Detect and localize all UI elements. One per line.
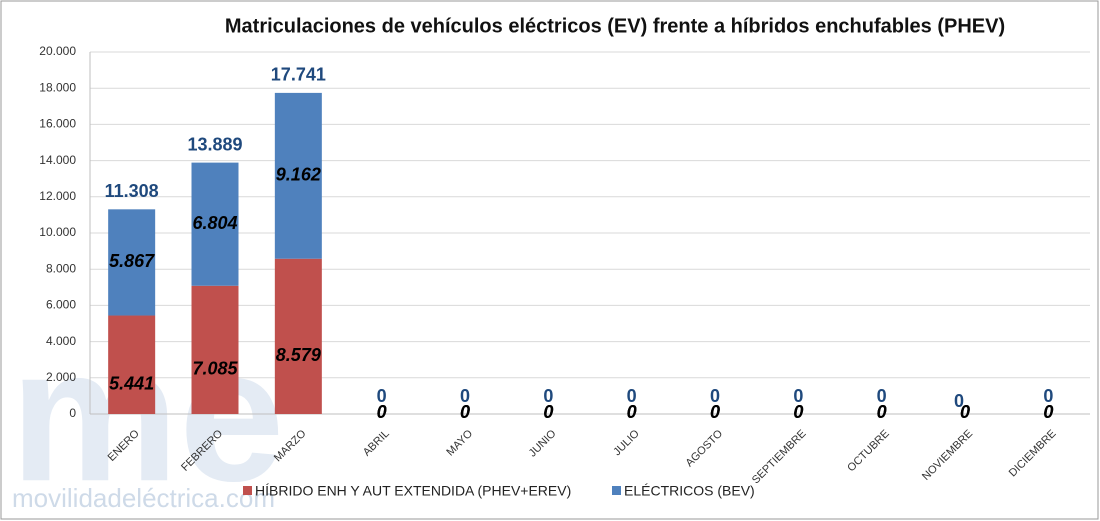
total-label: 0 <box>877 386 887 406</box>
data-label: 0 <box>793 402 803 422</box>
y-tick-label: 14.000 <box>39 153 76 167</box>
bar-segment <box>108 209 156 316</box>
data-label: 0 <box>627 402 637 422</box>
total-label: 0 <box>627 386 637 406</box>
data-label: 0 <box>960 402 970 422</box>
total-label: 0 <box>954 391 964 411</box>
data-label: 0 <box>960 402 970 422</box>
y-tick-label: 4.000 <box>46 334 76 348</box>
total-label: 0 <box>460 386 470 406</box>
bar-segment <box>108 315 156 414</box>
total-label: 0 <box>793 386 803 406</box>
bar-segment <box>274 258 322 414</box>
data-label: 0 <box>877 402 887 422</box>
data-label: 0 <box>460 402 470 422</box>
data-label: 5.867 <box>109 251 155 271</box>
data-label: 9.162 <box>276 165 321 185</box>
y-tick-label: 2.000 <box>46 370 76 384</box>
data-label: 6.804 <box>192 213 237 233</box>
total-label: 0 <box>1043 386 1053 406</box>
data-label: 0 <box>627 402 637 422</box>
data-label: 0 <box>710 402 720 422</box>
data-label: 0 <box>710 402 720 422</box>
bar-segment <box>274 92 322 259</box>
legend-label: HÍBRIDO ENH Y AUT EXTENDIDA (PHEV+EREV) <box>255 483 571 499</box>
bar-segment <box>191 162 239 286</box>
data-label: 0 <box>543 402 553 422</box>
total-label: 11.308 <box>105 181 159 201</box>
data-label: 0 <box>377 402 387 422</box>
y-tick-label: 8.000 <box>46 261 76 275</box>
bar-segment <box>191 285 239 414</box>
legend-label: ELÉCTRICOS (BEV) <box>624 483 755 499</box>
y-tick-label: 10.000 <box>39 225 76 239</box>
data-label: 7.085 <box>192 359 238 379</box>
legend-swatch <box>612 486 621 495</box>
y-tick-label: 18.000 <box>39 80 76 94</box>
data-label: 0 <box>1043 402 1053 422</box>
total-label: 0 <box>543 386 553 406</box>
watermark-text: movilidadeléctrica.com <box>12 483 275 513</box>
data-label: 5.441 <box>109 374 154 394</box>
legend-swatch <box>243 486 252 495</box>
data-label: 0 <box>1043 402 1053 422</box>
total-label: 0 <box>377 386 387 406</box>
data-label: 0 <box>543 402 553 422</box>
total-label: 17.741 <box>271 65 326 85</box>
data-label: 0 <box>460 402 470 422</box>
y-tick-label: 12.000 <box>39 189 76 203</box>
data-label: 0 <box>877 402 887 422</box>
chart-title: Matriculaciones de vehículos eléctricos … <box>225 15 1005 37</box>
data-label: 0 <box>377 402 387 422</box>
total-label: 13.889 <box>187 134 242 154</box>
total-label: 0 <box>710 386 720 406</box>
y-tick-label: 16.000 <box>39 117 76 131</box>
y-tick-label: 0 <box>69 406 76 420</box>
y-tick-label: 20.000 <box>39 44 76 58</box>
data-label: 0 <box>793 402 803 422</box>
data-label: 8.579 <box>276 345 321 365</box>
y-tick-label: 6.000 <box>46 298 76 312</box>
